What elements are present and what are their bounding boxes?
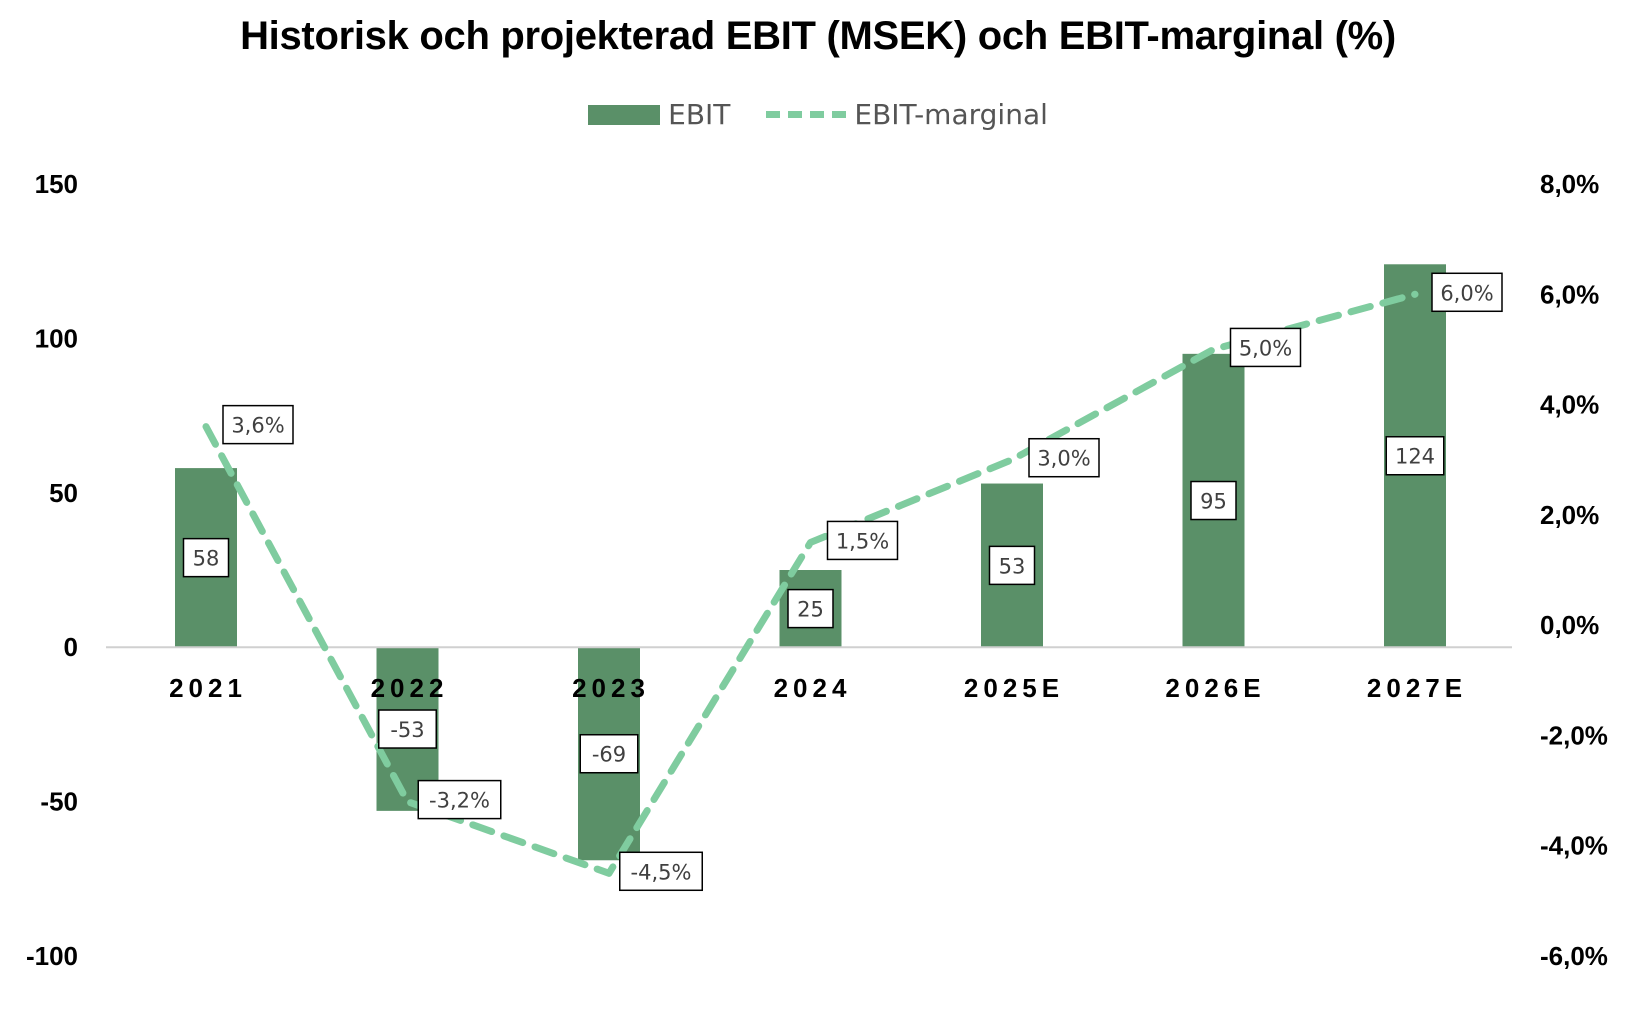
data-label-ebit-box	[579, 733, 639, 774]
data-label-ebit-marginal-box	[1028, 437, 1100, 478]
y-left-tick-label: -100	[26, 941, 78, 971]
data-label-ebit-box	[1385, 435, 1445, 476]
line-ebit-marginal	[202, 290, 1419, 877]
data-label-ebit: 124	[1395, 445, 1435, 469]
data-label-ebit-marginal: 6,0%	[1440, 281, 1493, 305]
data-label-ebit-box	[787, 588, 834, 629]
data-label-ebit-box	[182, 537, 230, 578]
legend-swatch-ebit-marginal	[766, 111, 847, 118]
data-label-ebit: -69	[592, 743, 626, 767]
legend-item-ebit-marginal: EBIT-marginal	[766, 98, 1048, 131]
x-tick-label: 2022	[371, 673, 449, 703]
data-label-ebit: 25	[797, 598, 824, 622]
data-label-ebit-marginal: -4,5%	[631, 860, 692, 884]
legend-item-ebit: EBIT	[588, 98, 730, 131]
data-label-ebit-marginal: -3,2%	[429, 789, 490, 813]
y-left-tick-label: 100	[35, 323, 78, 353]
data-label-ebit-marginal: 5,0%	[1239, 336, 1292, 360]
data-label-ebit-marginal-box	[826, 520, 899, 561]
y-left-tick-label: 150	[35, 169, 78, 199]
y-right-tick-label: 8,0%	[1540, 169, 1599, 199]
x-tick-label: 2023	[572, 673, 650, 703]
y-left-tick-label: 50	[49, 478, 78, 508]
x-tick-label: 2024	[774, 673, 852, 703]
y-left-tick-label: -50	[40, 787, 78, 817]
y-right-tick-label: -2,0%	[1540, 720, 1608, 750]
legend-label-ebit-marginal: EBIT-marginal	[854, 98, 1048, 131]
y-right-tick-label: -4,0%	[1540, 831, 1608, 861]
data-label-ebit-marginal-box	[1431, 272, 1503, 313]
y-right-tick-label: 4,0%	[1540, 390, 1599, 420]
chart-title: Historisk och projekterad EBIT (MSEK) oc…	[240, 14, 1396, 58]
data-label-ebit: 95	[1200, 490, 1227, 514]
data-label-ebit-box	[988, 545, 1036, 586]
data-label-ebit-marginal: 3,0%	[1037, 447, 1090, 471]
data-label-ebit: 58	[193, 547, 220, 571]
legend: EBIT EBIT-marginal	[0, 98, 1636, 131]
data-label-ebit-box	[1190, 480, 1237, 521]
x-tick-label: 2026E	[1165, 673, 1265, 703]
y-right-tick-label: 6,0%	[1540, 279, 1599, 309]
y-right-tick-label: -6,0%	[1540, 941, 1608, 971]
data-label-ebit-marginal-box	[1229, 327, 1302, 368]
data-label-ebit-marginal: 1,5%	[836, 529, 889, 553]
y-left-tick-label: 0	[64, 632, 78, 662]
data-label-ebit: 53	[999, 554, 1026, 578]
data-label-ebit: -53	[390, 718, 424, 742]
legend-label-ebit: EBIT	[668, 98, 731, 131]
data-label-ebit-marginal-box	[619, 851, 703, 892]
data-label-ebit-marginal-box	[417, 779, 502, 820]
y-right-tick-label: 0,0%	[1540, 610, 1599, 640]
x-tick-label: 2021	[169, 673, 247, 703]
x-tick-label: 2027E	[1367, 673, 1467, 703]
data-label-ebit-marginal-box	[222, 404, 294, 445]
data-label-ebit-marginal: 3,6%	[231, 414, 284, 438]
x-tick-label: 2025E	[964, 673, 1064, 703]
legend-swatch-ebit	[588, 104, 661, 125]
data-label-ebit-box	[378, 709, 437, 749]
y-right-tick-label: 2,0%	[1540, 500, 1599, 530]
